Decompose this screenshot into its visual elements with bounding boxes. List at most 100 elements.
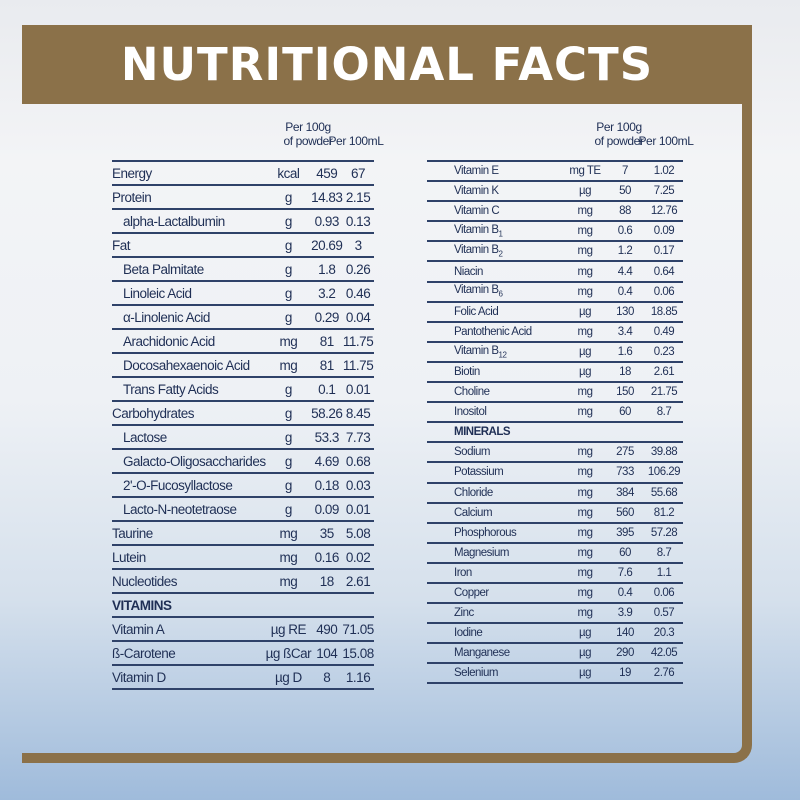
nutrient-name: Iron [427, 562, 565, 584]
nutrient-unit: mg [565, 582, 605, 605]
value-per-100g: 3.9 [605, 603, 645, 625]
nutrient-name-text: Galacto-Oligosaccharides [123, 453, 266, 469]
nutrient-row: Linoleic Acid g 3.2 0.46 [112, 281, 374, 306]
col-header-per100g-right: Per 100g of powder [589, 120, 649, 148]
value-per-100ml: 2.76 [645, 663, 683, 685]
nutrient-unit: mg [265, 353, 312, 378]
nutrient-name: Chloride [427, 482, 565, 504]
value-per-100g: 0.4 [605, 281, 645, 303]
nutrient-name-text: Taurine [112, 525, 153, 541]
value-per-100g: 20.69 [311, 233, 343, 258]
nutrient-row: Vitamin B6 mg 0.4 0.06 [427, 281, 683, 303]
value-per-100ml: 1.16 [342, 665, 374, 690]
value-per-100g: 14.83 [311, 185, 343, 210]
value-per-100g: 560 [605, 502, 645, 524]
nutrient-subscript: 12 [498, 350, 507, 360]
value-per-100g: 275 [605, 442, 645, 464]
value-per-100ml: 2.61 [645, 361, 683, 384]
value-per-100g: 3.2 [311, 281, 343, 306]
value-per-100g: 0.18 [311, 473, 343, 498]
nutrient-name: Calcium [427, 502, 565, 524]
nutrient-row: alpha-Lactalbumin g 0.93 0.13 [112, 209, 374, 234]
nutrient-name: Selenium [427, 663, 565, 685]
value-per-100g: 0.09 [311, 497, 343, 522]
nutrient-subscript: 1 [498, 229, 503, 239]
nutrient-unit: g [265, 377, 312, 402]
nutrient-name-text: Phosphorous [454, 526, 517, 539]
nutrient-name-text: Magnesium [454, 546, 509, 559]
nutrient-unit: mg [565, 522, 605, 544]
value-per-100ml: 0.01 [342, 377, 374, 402]
value-per-100ml: 20.3 [645, 623, 683, 645]
nutrient-name-text: Zinc [454, 607, 474, 620]
nutrient-row: Inositol mg 60 8.7 [427, 402, 683, 424]
nutrient-unit: g [265, 305, 312, 330]
nutrient-unit: mg [265, 545, 312, 570]
nutrient-unit: mg [565, 502, 605, 524]
nutrient-row: Docosahexaenoic Acid mg 81 11.75 [112, 353, 374, 378]
nutrient-name: Inositol [427, 402, 565, 424]
value-per-100g: 0.6 [605, 221, 645, 243]
nutrient-name-text: Iodine [454, 627, 483, 640]
nutrient-row: Arachidonic Acid mg 81 11.75 [112, 329, 374, 354]
value-per-100g: 733 [605, 462, 645, 484]
value-per-100g: 81 [311, 329, 343, 354]
nutrient-row: Energy kcal 459 67 [112, 161, 374, 186]
page-title: NUTRITIONAL FACTS [120, 38, 654, 91]
nutrient-name-text: Lacto-N-neotetraose [123, 501, 237, 517]
nutrient-name: Sodium [427, 442, 565, 464]
nutrient-name: Fat [112, 233, 266, 258]
nutrient-name: Potassium [427, 462, 565, 484]
nutrient-row: Calcium mg 560 81.2 [427, 502, 683, 524]
nutrient-unit: mg [565, 603, 605, 625]
nutrient-unit: g [265, 281, 312, 306]
nutrient-unit: µg [565, 623, 605, 645]
nutrient-name: Choline [427, 382, 565, 404]
nutrient-row: Vitamin E mg TE 7 1.02 [427, 161, 683, 183]
value-per-100ml: 5.08 [342, 521, 374, 546]
value-per-100ml: 0.02 [342, 545, 374, 570]
nutrient-row: Galacto-Oligosaccharides g 4.69 0.68 [112, 449, 374, 474]
nutrient-unit: mg [565, 482, 605, 504]
value-per-100ml: 7.73 [342, 425, 374, 450]
nutrient-row: Vitamin B12 µg 1.6 0.23 [427, 341, 683, 363]
value-per-100ml: 0.01 [342, 497, 374, 522]
nutrient-name-text: Biotin [454, 365, 480, 378]
value-per-100g: 8 [311, 665, 343, 690]
nutrient-name-text: Vitamin A [112, 621, 165, 637]
value-per-100ml: 0.68 [342, 449, 374, 474]
nutrient-name-text: Folic Acid [454, 305, 499, 318]
nutrient-unit: g [265, 401, 312, 426]
nutrient-name-text: Fat [112, 237, 131, 253]
value-per-100ml: 0.17 [645, 241, 683, 263]
value-per-100ml: 0.09 [645, 221, 683, 243]
value-per-100ml: 7.25 [645, 181, 683, 203]
nutrient-name-text: Beta Palmitate [123, 261, 204, 277]
nutrient-unit: mg [565, 281, 605, 303]
nutrient-unit: µg RE [265, 617, 312, 642]
nutrient-row: Lactose g 53.3 7.73 [112, 425, 374, 450]
col-header-line1: Per 100g [285, 120, 331, 134]
nutrient-name: Arachidonic Acid [112, 329, 266, 354]
nutrient-name-text: Vitamin K [454, 185, 499, 198]
nutrient-name-text: Inositol [454, 406, 487, 419]
nutrient-unit: mg [565, 261, 605, 283]
value-per-100ml: 8.45 [342, 401, 374, 426]
value-per-100g: 3.4 [605, 321, 645, 343]
nutrient-row: Protein g 14.83 2.15 [112, 185, 374, 210]
col-header-line2: of powder [283, 134, 333, 148]
value-per-100ml: 11.75 [342, 353, 374, 378]
nutrient-name-text: Niacin [454, 265, 483, 278]
nutrient-unit: µg [565, 361, 605, 384]
nutrient-name: 2'-O-Fucosyllactose [112, 473, 266, 498]
nutrient-name: Iodine [427, 623, 565, 645]
value-per-100g: 53.3 [311, 425, 343, 450]
nutrient-name: VITAMINS [112, 593, 374, 618]
nutrient-unit: mg [265, 329, 312, 354]
nutrient-row: Vitamin B2 mg 1.2 0.17 [427, 241, 683, 263]
nutrient-row: Choline mg 150 21.75 [427, 382, 683, 404]
value-per-100ml: 42.05 [645, 643, 683, 665]
value-per-100g: 0.29 [311, 305, 343, 330]
nutrient-row: Vitamin K µg 50 7.25 [427, 181, 683, 203]
nutrient-name: Magnesium [427, 542, 565, 564]
